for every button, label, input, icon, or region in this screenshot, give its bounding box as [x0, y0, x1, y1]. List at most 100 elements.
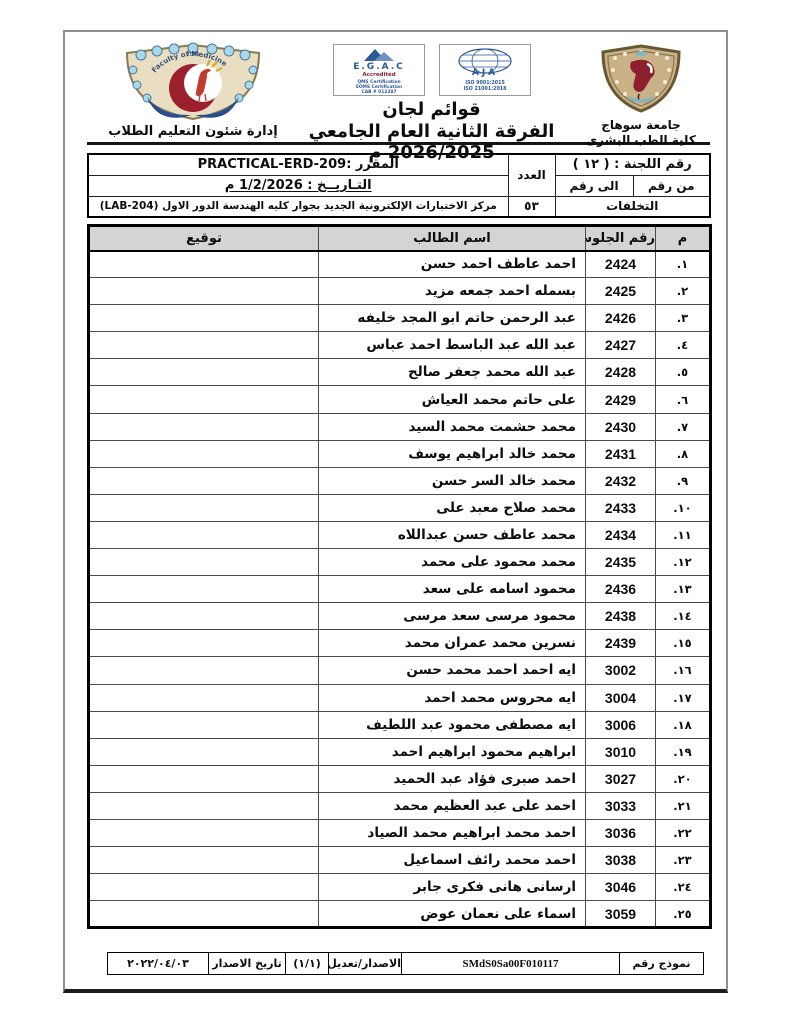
- row-serial: ٤.: [655, 331, 711, 360]
- aja-line2-text: ISO 21001:2018: [463, 86, 507, 92]
- table-row: ١٢. 2435 محمد محمود على محمد: [88, 548, 711, 577]
- row-student-name: محمد عاطف حسن عبداللاه: [318, 520, 586, 550]
- table-row: ٢٥. 3059 اسماء على نعمان عوض: [88, 900, 711, 929]
- page-border-frame: Faculty of Medicine 2006 إدارة شئون التع…: [63, 30, 728, 993]
- issue-date-value: ٢٠٢٢/٠٤/٠٣: [107, 952, 209, 976]
- row-seat-number: 2428: [585, 358, 656, 387]
- table-row: ١٣. 2436 محمود اسامه على سعد: [88, 575, 711, 604]
- university-caption-1: جامعة سوهاج: [601, 118, 681, 132]
- egac-line3-text: CAB # 012287: [361, 89, 396, 95]
- table-row: ٢٤. 3046 ارسانى هانى فكرى جابر: [88, 873, 711, 902]
- table-row: ٢. 2425 بسمله احمد جمعه مزيد: [88, 277, 711, 306]
- certification-logos: E.G.A.C Accredited QMS Certification EOM…: [291, 44, 572, 96]
- row-signature-cell: [88, 900, 319, 929]
- row-signature-cell: [88, 846, 319, 875]
- row-serial: ١٠.: [655, 493, 711, 522]
- row-student-name: محمود مرسى سعد مرسى: [318, 602, 586, 631]
- row-signature-cell: [88, 249, 319, 279]
- egac-line2-text: EOMS Certification: [355, 84, 401, 90]
- student-list-table: م رقم الجلوس اسم الطالب توقيع ١. 2424 اح…: [87, 224, 712, 930]
- row-serial: ١٢.: [655, 548, 711, 577]
- row-signature-cell: [88, 331, 319, 360]
- aja-cert-logo-icon: AJA ISO 9001:2015 ISO 21001:2018: [438, 44, 531, 96]
- row-seat-number: 2432: [585, 466, 656, 495]
- exam-info-table: رقم اللجنة : ( ١٢ ) العدد المقرر :PRACTI…: [87, 153, 712, 218]
- row-seat-number: 3010: [585, 737, 656, 766]
- row-serial: ٢٠.: [655, 764, 711, 793]
- row-serial: ١٣.: [655, 575, 711, 604]
- row-signature-cell: [88, 277, 319, 306]
- row-student-name: احمد محمد رائف اسماعيل: [318, 846, 586, 875]
- row-signature-cell: [88, 656, 319, 685]
- table-row: ٢١. 3033 احمد على عبد العظيم محمد: [88, 791, 711, 820]
- col-header-signature: توقيع: [88, 225, 319, 252]
- date-cell: التـاريــخ : 1/2/2026 م: [87, 174, 509, 197]
- row-student-name: نسرين محمد عمران محمد: [318, 629, 586, 658]
- table-row: ٨. 2431 محمد خالد ابراهيم يوسف: [88, 439, 711, 468]
- row-student-name: احمد على عبد العظيم محمد: [318, 791, 586, 820]
- row-student-name: ايه محروس محمد احمد: [318, 683, 586, 712]
- row-seat-number: 3036: [585, 818, 656, 848]
- row-serial: ١١.: [655, 520, 711, 550]
- row-serial: ٢٣.: [655, 846, 711, 875]
- issue-edit-label: الاصدار/تعديل: [328, 952, 402, 976]
- form-code: SMdS0Sa00F010117: [401, 952, 620, 976]
- row-serial: ١٥.: [655, 629, 711, 658]
- row-student-name: بسمله احمد جمعه مزيد: [318, 277, 586, 306]
- row-seat-number: 3038: [585, 846, 656, 875]
- row-seat-number: 2424: [585, 249, 656, 279]
- table-row: ٢٣. 3038 احمد محمد رائف اسماعيل: [88, 846, 711, 875]
- row-student-name: احمد صبرى فؤاد عبد الحميد: [318, 764, 586, 793]
- university-caption-2: كلية الطب البشرى: [586, 133, 696, 147]
- row-seat-number: 2427: [585, 331, 656, 360]
- row-student-name: محمد صلاح معبد على: [318, 493, 586, 522]
- egac-accredited-text: Accredited: [362, 72, 395, 78]
- table-row: ٧. 2430 محمد حشمت محمد السيد: [88, 412, 711, 441]
- retakes-cell: التخلفات: [554, 195, 711, 218]
- row-seat-number: 3027: [585, 764, 656, 793]
- faculty-year-text: 2006: [187, 52, 200, 58]
- row-serial: ١٨.: [655, 710, 711, 739]
- row-serial: ٨.: [655, 439, 711, 468]
- row-seat-number: 2431: [585, 439, 656, 468]
- row-signature-cell: [88, 412, 319, 441]
- form-number-label: نموذج رقم: [619, 952, 704, 976]
- row-student-name: ايه احمد احمد محمد حسن: [318, 656, 586, 685]
- aja-name-text: AJA: [471, 68, 497, 78]
- row-seat-number: 3033: [585, 791, 656, 820]
- row-student-name: على حاتم محمد العياش: [318, 385, 586, 414]
- egac-name-text: E.G.A.C: [353, 62, 405, 72]
- row-seat-number: 2436: [585, 575, 656, 604]
- faculty-of-medicine-logo-icon: Faculty of Medicine 2006: [125, 42, 261, 121]
- row-signature-cell: [88, 791, 319, 820]
- table-row: ٣. 2426 عبد الرحمن حاتم ابو المجد خليفه: [88, 304, 711, 333]
- row-student-name: احمد عاطف احمد حسن: [318, 249, 586, 279]
- to-number-cell: الى رقم: [554, 174, 634, 197]
- row-student-name: ايه مصطفى محمود عبد اللطيف: [318, 710, 586, 739]
- row-student-name: محمد محمود على محمد: [318, 548, 586, 577]
- table-row: ١١. 2434 محمد عاطف حسن عبداللاه: [88, 520, 711, 550]
- row-student-name: محمد خالد السر حسن: [318, 466, 586, 495]
- row-serial: ١٩.: [655, 737, 711, 766]
- row-serial: ١٧.: [655, 683, 711, 712]
- row-seat-number: 3046: [585, 873, 656, 902]
- row-serial: ٥.: [655, 358, 711, 387]
- row-seat-number: 2425: [585, 277, 656, 306]
- from-number-cell: من رقم: [632, 174, 711, 197]
- table-row: ٢٠. 3027 احمد صبرى فؤاد عبد الحميد: [88, 764, 711, 793]
- row-serial: ٦.: [655, 385, 711, 414]
- table-row: ٦. 2429 على حاتم محمد العياش: [88, 385, 711, 414]
- row-seat-number: 3004: [585, 683, 656, 712]
- row-serial: ٢٤.: [655, 873, 711, 902]
- row-signature-cell: [88, 575, 319, 604]
- page-title: قوائم لجان: [382, 99, 481, 120]
- header-center-block: E.G.A.C Accredited QMS Certification EOM…: [291, 42, 572, 163]
- issue-edit-value: (١/١): [285, 952, 329, 976]
- row-serial: ٧.: [655, 412, 711, 441]
- table-row: ١٩. 3010 ابراهيم محمود ابراهيم احمد: [88, 737, 711, 766]
- row-serial: ٢١.: [655, 791, 711, 820]
- aja-line1-text: ISO 9001:2015: [465, 80, 505, 86]
- student-table-body: ١. 2424 احمد عاطف احمد حسن ٢. 2425 بسمله…: [88, 249, 711, 929]
- row-signature-cell: [88, 385, 319, 414]
- row-student-name: عبد الله عبد الباسط احمد عباس: [318, 331, 586, 360]
